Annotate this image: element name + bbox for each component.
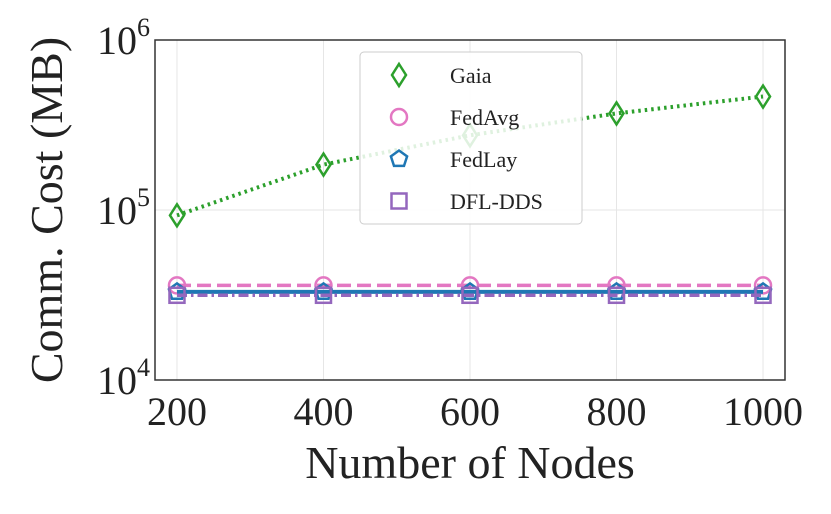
series-line-gaia — [176, 94, 764, 218]
legend-marker-gaia — [390, 61, 408, 89]
data-point-gaia — [315, 151, 332, 178]
y-axis-title: Comm. Cost (MB) — [21, 37, 72, 383]
data-point-dfl-dds — [754, 286, 772, 305]
x-axis-title: Number of Nodes — [305, 437, 635, 488]
y-tick-label: 106 — [97, 13, 150, 63]
plot-frame — [154, 39, 786, 381]
x-tick-label: 200 — [147, 389, 207, 434]
legend: Gaia FedAvg FedLay DFL-DDS — [359, 51, 583, 225]
data-point-gaia — [168, 202, 186, 229]
x-tick-label: 1000 — [723, 389, 803, 434]
legend-label-fedlay: FedLay — [450, 147, 517, 172]
x-tick-label: 600 — [440, 389, 500, 434]
data-point-dfl-dds — [314, 286, 333, 305]
y-tick-label: 104 — [97, 353, 150, 403]
legend-marker-fedlay — [389, 148, 409, 168]
data-point-fedavg — [753, 276, 773, 295]
data-point-dfl-dds — [607, 286, 626, 305]
legend-label-dfl-dds: DFL-DDS — [450, 189, 543, 214]
data-point-dfl-dds — [168, 286, 186, 305]
legend-label-gaia: Gaia — [450, 63, 492, 88]
series-dfl-dds — [168, 286, 772, 305]
axis-ticks: 200 400 600 800 1000 104 105 106 — [97, 13, 803, 434]
legend-marker-fedavg — [389, 107, 409, 127]
x-tick-label: 400 — [293, 389, 353, 434]
data-point-fedavg — [167, 276, 187, 295]
legend-box — [359, 51, 583, 225]
data-point-gaia — [754, 83, 772, 110]
legend-label-fedavg: FedAvg — [450, 105, 519, 130]
legend-marker-dfl-dds — [390, 192, 408, 210]
y-tick-label: 105 — [97, 183, 150, 233]
x-tick-label: 800 — [587, 389, 647, 434]
data-point-dfl-dds — [461, 286, 479, 305]
data-point-gaia — [608, 100, 625, 127]
